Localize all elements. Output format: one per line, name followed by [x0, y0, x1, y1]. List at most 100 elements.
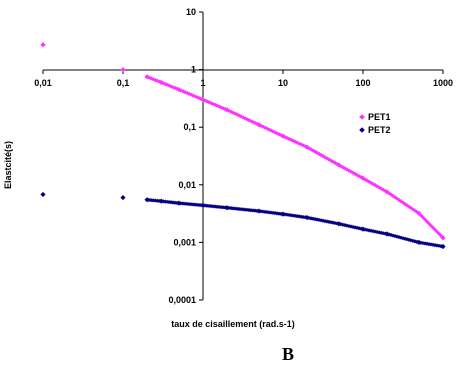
- data-point: [316, 151, 322, 156]
- data-point: [396, 235, 402, 240]
- data-point: [146, 75, 152, 80]
- y-tick-label: 0,0001: [168, 295, 196, 305]
- data-point: [266, 210, 272, 215]
- data-point: [262, 209, 268, 214]
- data-point: [350, 170, 356, 175]
- legend-label: PET2: [368, 125, 391, 135]
- data-point: [290, 213, 296, 218]
- y-tick-label: 1: [191, 65, 196, 75]
- data-point: [186, 91, 192, 96]
- data-point: [222, 106, 228, 112]
- data-point: [358, 175, 364, 180]
- data-point: [354, 172, 360, 178]
- data-point: [414, 239, 420, 244]
- data-point: [290, 138, 296, 143]
- data-point: [282, 212, 288, 217]
- data-point: [426, 241, 432, 247]
- data-point: [342, 166, 348, 171]
- data-point: [220, 106, 226, 111]
- data-point: [430, 225, 436, 230]
- data-point: [308, 216, 314, 221]
- data-point: [324, 156, 330, 161]
- figure-caption: B: [282, 344, 294, 364]
- legend-marker: [359, 114, 365, 120]
- data-point: [286, 212, 292, 218]
- data-point: [216, 104, 222, 109]
- data-point: [418, 240, 424, 245]
- data-point: [438, 233, 444, 238]
- data-point: [238, 114, 244, 119]
- data-point: [422, 241, 428, 246]
- data-point: [366, 179, 372, 184]
- data-point: [40, 42, 46, 48]
- data-point: [120, 194, 126, 201]
- data-point: [274, 131, 280, 136]
- data-point: [362, 227, 368, 232]
- data-point: [404, 203, 410, 208]
- data-point: [338, 164, 344, 169]
- data-point: [157, 198, 162, 204]
- x-axis-title: taux de cisaillement (rad.s-1): [171, 319, 295, 329]
- data-point: [326, 219, 332, 224]
- data-point: [434, 243, 440, 248]
- data-point: [198, 96, 204, 101]
- data-point: [370, 181, 376, 187]
- data-point: [294, 140, 300, 145]
- data-point: [412, 208, 418, 213]
- x-tick-label: 0,01: [34, 78, 52, 88]
- data-point: [370, 229, 376, 234]
- data-point: [174, 200, 180, 206]
- data-point: [258, 209, 264, 214]
- data-point: [342, 223, 348, 228]
- data-point: [350, 224, 356, 230]
- data-point: [308, 147, 314, 152]
- data-point: [326, 157, 332, 162]
- data-point: [254, 121, 260, 126]
- data-point: [378, 230, 384, 235]
- data-point: [334, 161, 340, 167]
- data-point: [212, 102, 218, 107]
- data-point: [254, 208, 260, 213]
- data-point: [278, 211, 284, 216]
- data-point: [404, 237, 410, 242]
- data-point: [388, 192, 394, 197]
- data-point: [362, 177, 368, 182]
- data-point: [410, 238, 416, 243]
- data-marks: [40, 42, 446, 250]
- x-tick-label: 100: [355, 78, 370, 88]
- data-point: [270, 129, 276, 134]
- data-point: [382, 231, 388, 236]
- data-point: [198, 203, 204, 208]
- legend-marker: [359, 127, 365, 133]
- data-point: [278, 133, 284, 138]
- data-point: [438, 244, 444, 249]
- data-point: [330, 159, 336, 164]
- y-tick-label: 0,001: [173, 237, 196, 247]
- x-tick-label: 10: [278, 78, 288, 88]
- data-point: [282, 134, 288, 140]
- data-point: [374, 184, 380, 189]
- data-point: [298, 214, 304, 219]
- x-tick-label: 1000: [433, 78, 453, 88]
- data-point: [388, 232, 394, 238]
- data-point: [222, 205, 228, 210]
- data-point: [414, 209, 420, 215]
- data-point: [402, 201, 408, 207]
- data-point: [346, 168, 352, 173]
- data-point: [302, 144, 308, 149]
- data-point: [346, 223, 352, 229]
- y-tick-label: 10: [186, 7, 196, 17]
- data-point: [266, 127, 272, 132]
- axes: 0,01 0,1 1 10 100 1000 10 1 0,1 0,01 0,001 0,0001: [34, 7, 453, 305]
- data-point: [226, 108, 232, 113]
- data-point: [322, 218, 328, 224]
- x-tick-label: 0,1: [117, 78, 130, 88]
- series-pet2: [40, 191, 446, 250]
- data-point: [406, 204, 412, 209]
- data-point: [332, 160, 338, 165]
- data-point: [430, 242, 436, 247]
- data-point: [378, 186, 384, 191]
- data-point: [412, 239, 418, 244]
- data-point: [418, 213, 424, 218]
